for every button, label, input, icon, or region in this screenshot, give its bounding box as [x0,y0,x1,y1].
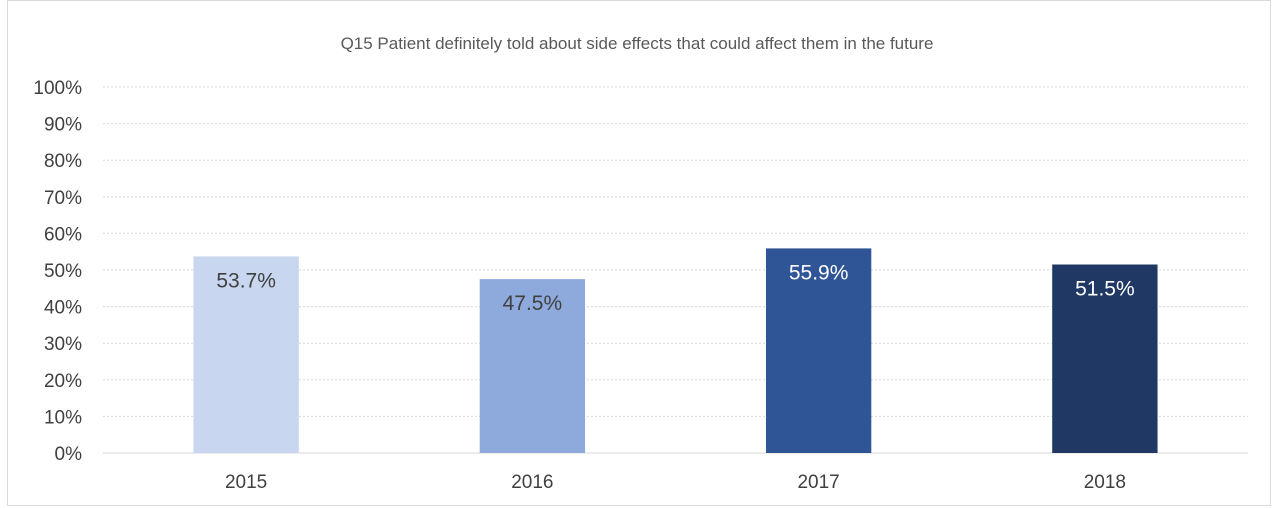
bar [479,279,586,453]
bar [193,256,299,453]
chart-title: Q15 Patient definitely told about side e… [340,34,934,53]
y-tick-label: 90% [44,115,82,136]
data-label: 51.5% [1075,278,1135,301]
y-tick-label: 40% [44,298,82,319]
y-tick-label: 60% [44,224,82,245]
data-label: 53.7% [216,269,276,292]
x-tick-label: 2017 [797,472,839,493]
x-tick-label: 2018 [1084,472,1126,493]
data-label: 47.5% [503,292,563,315]
y-tick-label: 50% [44,261,82,282]
bar [765,248,872,453]
x-tick-label: 2016 [511,472,553,493]
y-tick-label: 30% [44,334,82,355]
bar [1052,264,1158,453]
y-tick-label: 80% [44,151,82,172]
y-tick-label: 10% [44,407,82,428]
y-tick-label: 100% [33,78,82,99]
y-tick-label: 0% [55,444,83,465]
data-label: 55.9% [789,261,849,284]
x-tick-label: 2015 [225,472,267,493]
y-tick-label: 20% [44,371,82,392]
y-tick-label: 70% [44,188,82,209]
